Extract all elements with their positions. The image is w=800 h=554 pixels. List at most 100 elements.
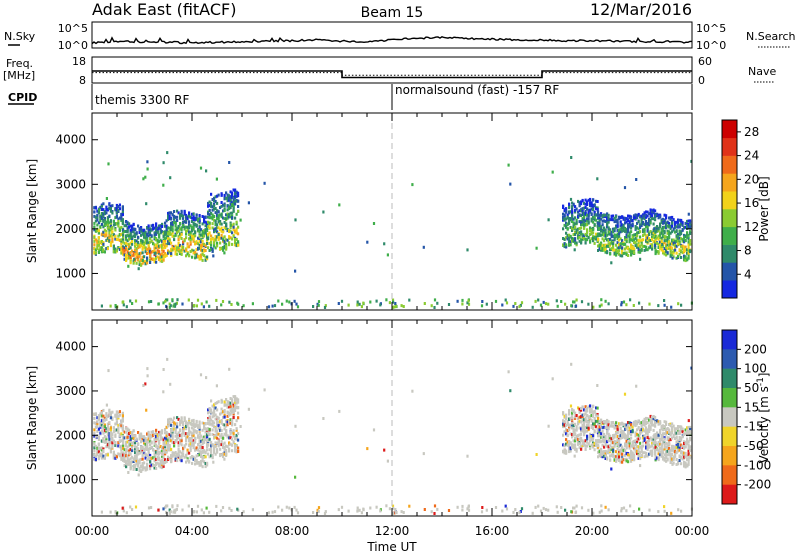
power-cell bbox=[589, 197, 592, 201]
power-cell bbox=[103, 228, 106, 232]
power-cell bbox=[677, 225, 680, 229]
velocity-cell bbox=[229, 432, 232, 436]
velocity-cell bbox=[237, 432, 240, 436]
velocity-cell bbox=[156, 435, 159, 438]
power-cell bbox=[587, 211, 590, 215]
power-cell bbox=[228, 198, 231, 202]
power-cell bbox=[177, 244, 180, 247]
freq-label: Freq. bbox=[6, 57, 33, 70]
power-cell bbox=[575, 228, 578, 232]
velocity-cell bbox=[105, 412, 108, 416]
velocity-cell bbox=[180, 451, 183, 455]
power-cell bbox=[681, 221, 684, 225]
power-cell bbox=[102, 202, 105, 206]
power-cell bbox=[627, 214, 630, 218]
noise-tick-bottom-right: 10^0 bbox=[696, 39, 726, 52]
nsearch-label: N.Search bbox=[746, 30, 796, 43]
power-cell bbox=[601, 237, 604, 241]
velocity-cell bbox=[131, 446, 134, 450]
velocity-cell bbox=[231, 430, 234, 434]
power-cell bbox=[204, 220, 207, 224]
power-cell bbox=[144, 247, 147, 251]
power-cell bbox=[170, 247, 173, 251]
power-cell bbox=[604, 299, 607, 303]
velocity-cell bbox=[216, 448, 219, 452]
power-cell bbox=[636, 226, 639, 230]
velocity-cell bbox=[235, 406, 238, 410]
velocity-cell bbox=[164, 439, 167, 443]
power-cell bbox=[127, 264, 130, 268]
power-cbar-segment bbox=[722, 173, 737, 192]
velocity-cell bbox=[596, 440, 599, 444]
power-cell bbox=[149, 227, 152, 231]
power-cell bbox=[135, 261, 138, 265]
power-cell bbox=[577, 210, 580, 214]
power-cell bbox=[122, 247, 125, 251]
velocity-cell bbox=[565, 416, 568, 420]
power-cell bbox=[174, 244, 177, 248]
power-cell bbox=[152, 258, 155, 261]
velocity-cell bbox=[222, 436, 225, 440]
power-cell bbox=[125, 256, 128, 259]
power-cell bbox=[131, 224, 134, 228]
power-cell bbox=[593, 203, 596, 207]
velocity-cell bbox=[96, 420, 99, 424]
power-cell bbox=[621, 215, 624, 219]
velocity-cell bbox=[192, 439, 195, 443]
power-cell bbox=[659, 225, 662, 229]
power-cell bbox=[150, 228, 153, 232]
power-cell bbox=[630, 251, 633, 255]
power-cell bbox=[149, 237, 152, 241]
velocity-cell bbox=[587, 420, 590, 424]
velocity-cell bbox=[622, 449, 625, 453]
power-cell bbox=[152, 242, 155, 246]
power-cell bbox=[607, 230, 610, 234]
power-cell bbox=[211, 247, 214, 251]
power-cell bbox=[622, 226, 625, 230]
power-cell bbox=[668, 231, 671, 235]
velocity-cell bbox=[194, 448, 197, 452]
power-cell bbox=[640, 221, 643, 225]
power-cell bbox=[93, 243, 96, 247]
velocity-cell bbox=[226, 420, 229, 424]
power-cell bbox=[577, 199, 580, 203]
power-cell bbox=[144, 241, 147, 245]
power-cell bbox=[659, 246, 662, 250]
power-cell bbox=[156, 249, 159, 253]
power-cell bbox=[152, 223, 155, 227]
power-cell bbox=[176, 246, 179, 250]
power-cell bbox=[97, 251, 100, 254]
power-cell bbox=[201, 222, 204, 226]
power-cell bbox=[668, 233, 671, 237]
velocity-cell bbox=[138, 433, 141, 437]
velocity-cell bbox=[143, 435, 146, 439]
velocity-cell bbox=[217, 441, 220, 445]
power-cell bbox=[146, 241, 149, 245]
velocity-cell bbox=[179, 458, 182, 462]
power-cell bbox=[223, 207, 226, 211]
power-cell bbox=[660, 236, 663, 240]
power-cell bbox=[203, 231, 206, 235]
velocity-cell bbox=[140, 434, 143, 437]
power-cell bbox=[102, 230, 105, 234]
velocity-cell bbox=[111, 443, 114, 447]
power-cell bbox=[603, 243, 606, 247]
power-cell bbox=[198, 240, 201, 243]
power-cell bbox=[584, 210, 587, 213]
power-cell bbox=[161, 243, 164, 247]
power-cell bbox=[153, 243, 156, 247]
power-cell bbox=[228, 236, 231, 240]
power-cell bbox=[610, 230, 613, 234]
velocity-cell bbox=[167, 421, 170, 424]
power-cell bbox=[535, 246, 538, 250]
power-cell bbox=[639, 235, 642, 239]
velocity-cell bbox=[156, 452, 159, 455]
velocity-cell bbox=[161, 466, 164, 470]
power-cell bbox=[568, 239, 571, 243]
velocity-cell bbox=[604, 452, 607, 456]
power-cell bbox=[668, 224, 671, 228]
velocity-cell bbox=[613, 458, 616, 462]
power-cell bbox=[607, 226, 610, 230]
power-cell bbox=[587, 220, 590, 224]
velocity-cell bbox=[200, 439, 203, 443]
